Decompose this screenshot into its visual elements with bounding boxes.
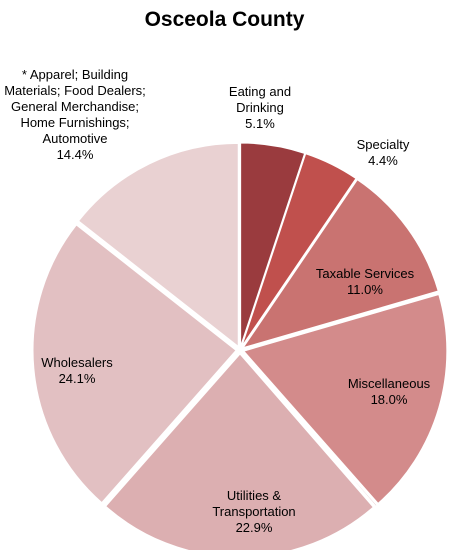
slice-value-label: 11.0% bbox=[347, 282, 383, 297]
slice-label: Taxable Services bbox=[315, 266, 415, 281]
slice-label: Miscellaneous bbox=[347, 376, 431, 391]
slice-label: Wholesalers bbox=[41, 355, 113, 370]
pie-slice bbox=[240, 142, 306, 347]
pie-slice bbox=[32, 224, 237, 504]
chart-title: Osceola County bbox=[144, 8, 305, 31]
pie-slice bbox=[242, 352, 378, 507]
slice-value-label: 22.9% bbox=[235, 520, 273, 535]
pie-slice bbox=[77, 142, 239, 348]
pie-slice bbox=[105, 353, 374, 550]
slice-value-label: 4.4% bbox=[368, 153, 398, 168]
slice-value-label: 24.1% bbox=[58, 371, 96, 386]
slice-label: Eating and Drinking bbox=[228, 84, 292, 115]
pie-slice bbox=[241, 153, 357, 347]
slice-label: * Apparel; Building Materials; Food Deal… bbox=[4, 67, 146, 146]
pie-slice bbox=[242, 179, 439, 349]
slice-value-label: 14.4% bbox=[56, 147, 94, 162]
slice-value-label: 18.0% bbox=[370, 392, 408, 407]
slice-value-label: 5.1% bbox=[245, 116, 275, 131]
slice-label: Utilities & Transportation bbox=[212, 488, 296, 519]
pie-slice bbox=[242, 293, 448, 505]
slice-label: Specialty bbox=[356, 137, 410, 152]
